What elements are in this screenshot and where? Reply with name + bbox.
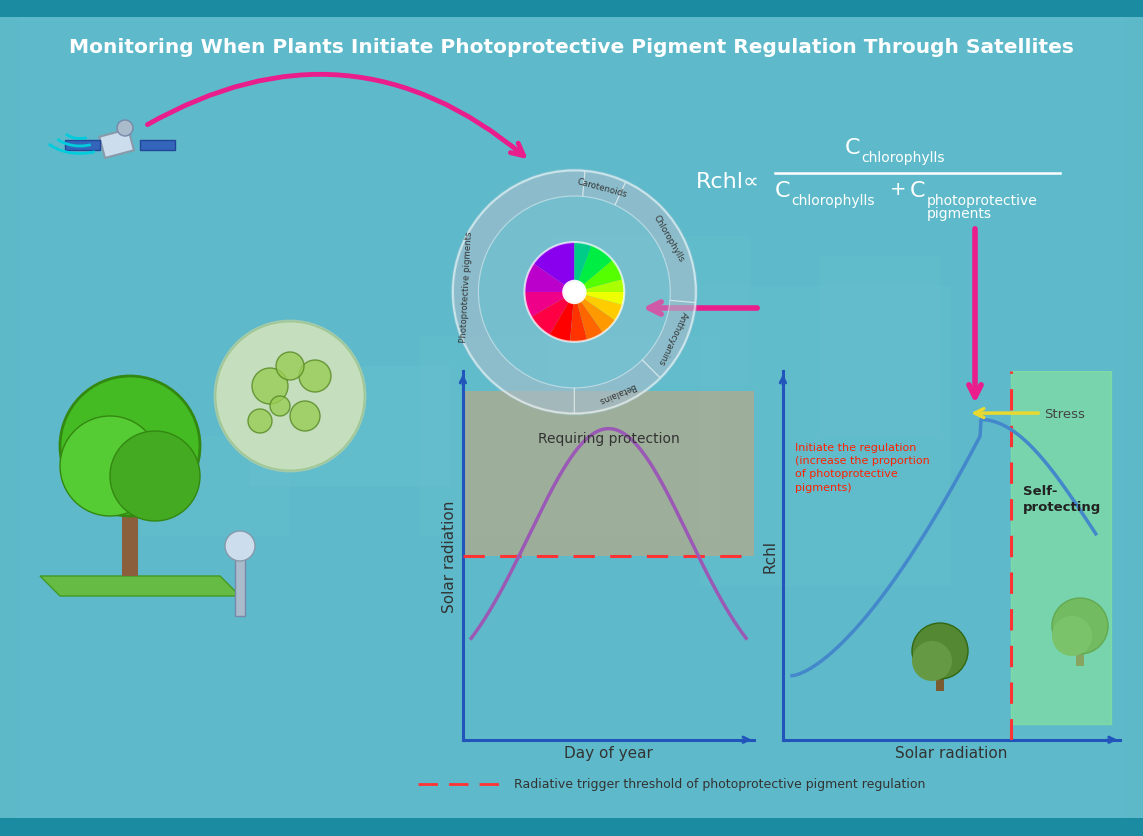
Wedge shape	[582, 295, 623, 321]
Wedge shape	[525, 293, 566, 318]
Text: C: C	[775, 181, 791, 201]
Circle shape	[251, 369, 288, 405]
Circle shape	[290, 401, 320, 431]
Wedge shape	[550, 301, 574, 342]
Wedge shape	[454, 172, 585, 413]
Circle shape	[215, 322, 365, 472]
Circle shape	[110, 431, 200, 522]
Wedge shape	[525, 264, 567, 293]
Wedge shape	[583, 172, 625, 206]
Text: Carotenoids: Carotenoids	[576, 177, 629, 199]
Bar	[820, 257, 940, 436]
Bar	[1076, 641, 1084, 666]
Wedge shape	[580, 298, 615, 334]
Bar	[139, 436, 290, 537]
Circle shape	[1052, 599, 1108, 655]
Text: chlorophylls: chlorophylls	[861, 150, 944, 165]
Circle shape	[275, 353, 304, 380]
Wedge shape	[574, 242, 591, 283]
Circle shape	[562, 281, 586, 304]
Bar	[250, 366, 450, 487]
Wedge shape	[615, 183, 695, 303]
Circle shape	[59, 416, 160, 517]
Bar	[419, 337, 720, 537]
Wedge shape	[577, 300, 604, 341]
Wedge shape	[642, 301, 695, 378]
Text: Rchl∝: Rchl∝	[696, 171, 760, 191]
Bar	[936, 666, 944, 691]
Bar	[122, 497, 138, 576]
Text: Photoprotective pigments: Photoprotective pigments	[458, 231, 473, 343]
Text: Monitoring When Plants Initiate Photoprotective Pigment Regulation Through Satel: Monitoring When Plants Initiate Photopro…	[69, 38, 1073, 57]
Circle shape	[215, 322, 365, 472]
Wedge shape	[531, 298, 569, 336]
Circle shape	[225, 532, 255, 561]
Circle shape	[1052, 616, 1092, 656]
Text: C: C	[910, 181, 926, 201]
Bar	[550, 237, 750, 386]
X-axis label: Day of year: Day of year	[565, 746, 653, 761]
Text: Betalains: Betalains	[597, 380, 637, 405]
Text: Radiative trigger threshold of photoprotective pigment regulation: Radiative trigger threshold of photoprot…	[514, 777, 926, 791]
Text: Self-
protecting: Self- protecting	[1023, 484, 1101, 513]
Circle shape	[451, 170, 697, 415]
Circle shape	[117, 121, 133, 137]
Wedge shape	[534, 242, 574, 287]
Wedge shape	[574, 360, 660, 413]
X-axis label: Solar radiation: Solar radiation	[895, 746, 1008, 761]
Text: photoprotective: photoprotective	[927, 194, 1038, 208]
Circle shape	[565, 283, 584, 302]
Text: Initiate the regulation
(increase the proportion
of photoprotective
pigments): Initiate the regulation (increase the pr…	[796, 442, 930, 492]
Wedge shape	[570, 302, 588, 343]
Text: Stress: Stress	[1045, 407, 1085, 421]
Circle shape	[299, 360, 331, 393]
Text: Chlorophylls: Chlorophylls	[652, 213, 686, 263]
Circle shape	[248, 410, 272, 434]
Bar	[99, 130, 134, 159]
Text: C: C	[845, 138, 861, 158]
Bar	[700, 287, 950, 586]
Text: chlorophylls: chlorophylls	[791, 194, 874, 208]
Circle shape	[912, 641, 952, 681]
Bar	[139, 140, 175, 150]
Wedge shape	[584, 293, 624, 305]
Bar	[463, 391, 754, 556]
Wedge shape	[582, 261, 623, 290]
Bar	[235, 556, 245, 616]
Text: +: +	[890, 180, 906, 199]
Text: pigments: pigments	[927, 206, 992, 221]
Polygon shape	[40, 576, 240, 596]
Bar	[65, 140, 99, 150]
Bar	[0, 818, 1143, 836]
Circle shape	[59, 376, 200, 517]
Bar	[0, 0, 1143, 18]
Y-axis label: Solar radiation: Solar radiation	[442, 500, 457, 612]
Wedge shape	[577, 246, 613, 287]
Text: Anthocyanins: Anthocyanins	[656, 310, 689, 367]
Circle shape	[270, 396, 290, 416]
Circle shape	[912, 624, 968, 679]
Wedge shape	[584, 280, 624, 293]
Text: Requiring protection: Requiring protection	[537, 431, 680, 446]
Y-axis label: Rchl: Rchl	[762, 539, 777, 573]
